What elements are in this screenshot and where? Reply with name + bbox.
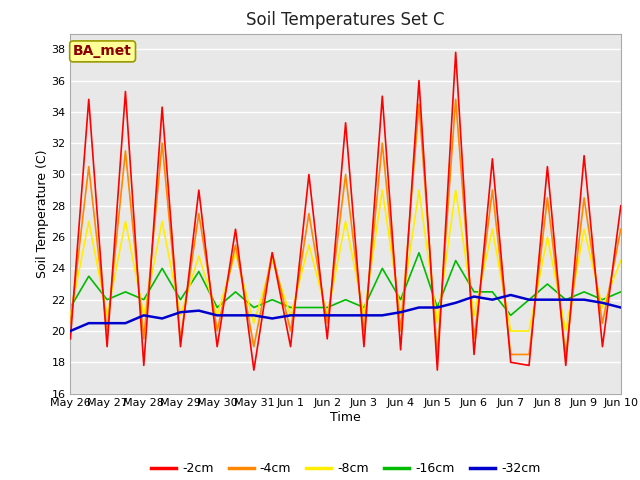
X-axis label: Time: Time: [330, 411, 361, 424]
Title: Soil Temperatures Set C: Soil Temperatures Set C: [246, 11, 445, 29]
Legend: -2cm, -4cm, -8cm, -16cm, -32cm: -2cm, -4cm, -8cm, -16cm, -32cm: [146, 457, 545, 480]
Text: BA_met: BA_met: [73, 44, 132, 59]
Y-axis label: Soil Temperature (C): Soil Temperature (C): [35, 149, 49, 278]
